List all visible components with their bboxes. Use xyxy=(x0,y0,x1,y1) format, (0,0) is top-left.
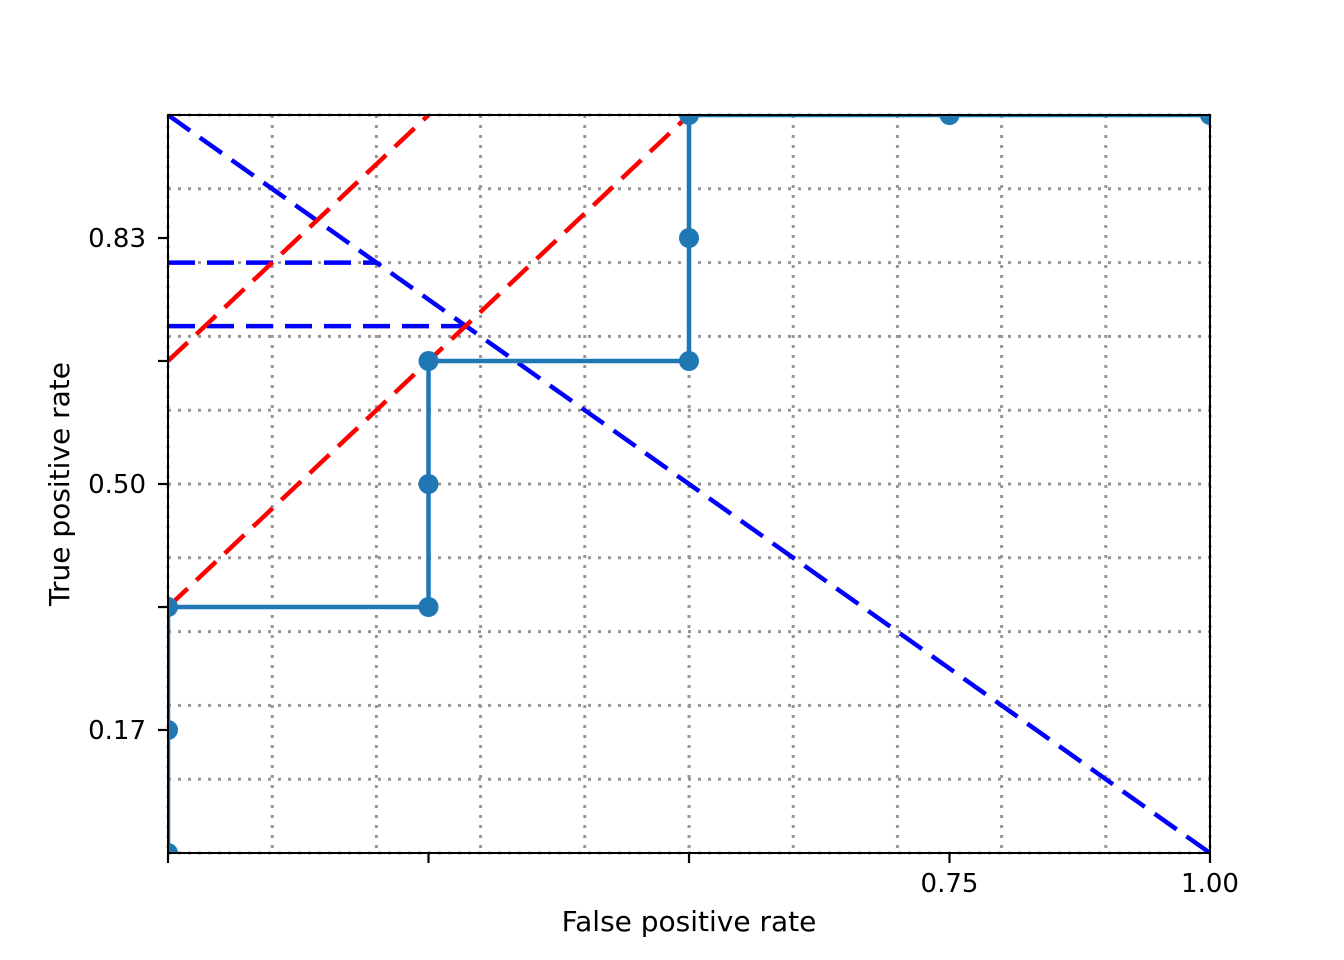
marker-layer xyxy=(168,115,1210,853)
y-tick-label: 0.17 xyxy=(88,716,146,746)
x-tick-label: 1.00 xyxy=(1181,869,1239,899)
roc-curve-point xyxy=(418,351,439,371)
roc-curve-point xyxy=(418,597,439,617)
roc-curve-point xyxy=(939,115,960,125)
roc-curve-point xyxy=(168,843,178,853)
series-layer xyxy=(168,115,1210,853)
roc-curve-point xyxy=(679,351,699,371)
plot-border xyxy=(167,114,1211,854)
tick-layer: 0.75 1.00 0.17 0.50 0.83 xyxy=(88,224,1239,899)
x-axis-label: False positive rate xyxy=(562,905,817,938)
roc-curve-point xyxy=(1200,115,1210,125)
roc-curve-point xyxy=(418,474,439,494)
roc-curve-point xyxy=(168,597,178,617)
roc-curve-point xyxy=(679,115,699,125)
y-tick-label: 0.83 xyxy=(88,224,146,254)
y-tick-label: 0.50 xyxy=(88,470,146,500)
chance-diagonal xyxy=(168,115,1210,853)
iso-performance-upper xyxy=(168,115,431,363)
x-tick-label: 0.75 xyxy=(921,869,979,899)
roc-curve-point xyxy=(679,228,699,248)
roc-curve-point xyxy=(168,720,178,740)
y-axis-label: True positive rate xyxy=(43,362,76,607)
